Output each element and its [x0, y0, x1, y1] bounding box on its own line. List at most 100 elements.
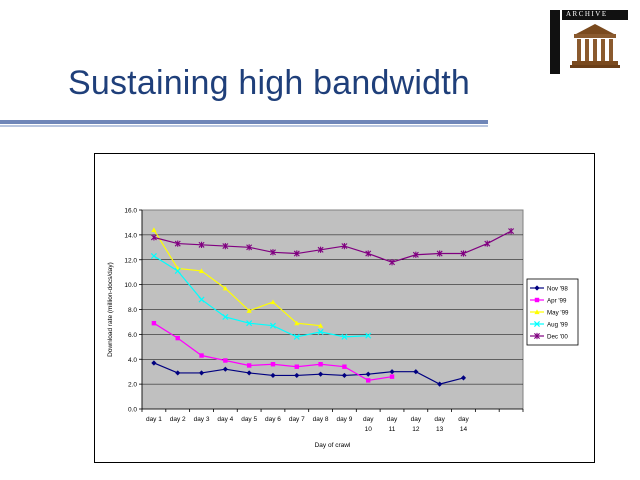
data-point-aug-99 — [246, 320, 253, 327]
internet-archive-logo: ARCHIVE INTERNET — [544, 10, 628, 74]
data-point-dec-00 — [150, 234, 157, 241]
data-point-aug-99 — [293, 333, 300, 340]
legend-marker-nov-98 — [534, 285, 540, 291]
data-point-apr-99 — [270, 362, 276, 367]
x-tick-label: day — [363, 416, 374, 423]
data-point-nov-98 — [365, 371, 371, 377]
data-point-dec-00 — [174, 240, 181, 247]
title-underline-shadow — [0, 125, 488, 127]
legend-label-dec-00: Dec '00 — [547, 333, 568, 340]
data-point-dec-00 — [436, 250, 443, 257]
x-tick-label: 11 — [389, 426, 396, 433]
x-tick-label: day — [387, 416, 398, 423]
x-tick-label: day 1 — [146, 416, 162, 423]
data-point-apr-99 — [246, 363, 252, 368]
data-point-apr-99 — [342, 364, 347, 369]
y-tick-label: 8.0 — [128, 307, 137, 314]
data-point-nov-98 — [389, 369, 395, 375]
x-tick-label: day 5 — [241, 416, 257, 423]
x-tick-label: 12 — [412, 426, 420, 433]
y-tick-label: 4.0 — [128, 357, 137, 364]
y-tick-label: 12.0 — [124, 257, 137, 264]
data-point-aug-99 — [365, 332, 372, 339]
data-point-nov-98 — [222, 366, 228, 372]
x-tick-label: day — [434, 416, 445, 423]
data-point-may-99 — [317, 323, 324, 328]
data-point-apr-99 — [294, 364, 299, 369]
series-line-dec-00 — [153, 230, 512, 263]
data-point-nov-98 — [460, 375, 467, 381]
data-point-aug-99 — [150, 252, 157, 260]
series-line-nov-98 — [153, 362, 464, 385]
data-point-dec-00 — [198, 241, 205, 248]
legend-marker-apr-99 — [534, 297, 540, 303]
y-tick-label: 6.0 — [128, 332, 137, 339]
y-tick-label: 14.0 — [124, 232, 137, 239]
y-axis-title: Download rate (million-docs/day) — [107, 262, 114, 357]
data-point-apr-99 — [389, 374, 395, 379]
data-point-aug-99 — [222, 313, 229, 320]
data-point-dec-00 — [508, 228, 515, 235]
data-point-dec-00 — [460, 250, 467, 257]
x-tick-label: day 6 — [265, 416, 281, 423]
x-axis-title: Day of crawl — [315, 442, 351, 449]
data-point-nov-98 — [413, 369, 419, 375]
data-point-aug-99 — [341, 333, 348, 340]
data-point-aug-99 — [317, 328, 324, 335]
data-point-dec-00 — [269, 249, 276, 256]
data-point-dec-00 — [484, 240, 491, 247]
x-tick-label: day 7 — [289, 416, 305, 423]
y-tick-label: 16.0 — [124, 208, 137, 215]
data-point-apr-99 — [223, 358, 228, 363]
series-line-aug-99 — [153, 255, 369, 338]
data-point-dec-00 — [365, 250, 372, 257]
slide-title: Sustaining high bandwidth — [68, 64, 470, 102]
logo-text-internet: INTERNET — [544, 20, 553, 68]
y-tick-label: 0.0 — [128, 407, 137, 414]
data-point-may-99 — [151, 227, 157, 232]
data-point-dec-00 — [412, 251, 419, 258]
download-rate-chart: 0.0 2.0 4.0 6.0 8.0 10.0 12.0 14.0 16.0 day 1 day … — [107, 208, 579, 449]
x-tick-label: 13 — [436, 426, 444, 433]
legend-label-aug-99: Aug '99 — [547, 321, 568, 328]
data-point-apr-99 — [175, 335, 180, 341]
data-point-nov-98 — [175, 370, 181, 376]
legend-label-apr-99: Apr '99 — [547, 297, 567, 304]
legend-marker-aug-99 — [533, 320, 541, 328]
x-tick-label: day — [411, 416, 422, 423]
data-point-may-99 — [246, 308, 252, 313]
data-point-nov-98 — [198, 370, 205, 376]
data-point-apr-99 — [151, 320, 157, 326]
y-tick-label: 10.0 — [124, 282, 137, 289]
x-tick-label: 14 — [460, 426, 468, 433]
data-point-apr-99 — [199, 353, 204, 358]
data-point-dec-00 — [317, 246, 324, 253]
data-point-nov-98 — [270, 372, 276, 379]
chart-frame: 0.0 2.0 4.0 6.0 8.0 10.0 12.0 14.0 16.0 day 1 day … — [94, 153, 595, 463]
data-point-nov-98 — [317, 371, 324, 377]
data-point-may-99 — [270, 299, 276, 305]
data-point-nov-98 — [151, 360, 157, 366]
data-point-nov-98 — [294, 372, 300, 379]
legend-label-nov-98: Nov '98 — [547, 285, 568, 292]
x-tick-label: day 3 — [194, 416, 210, 423]
series-line-may-99 — [153, 229, 321, 327]
data-point-aug-99 — [198, 296, 205, 303]
legend-marker-may-99 — [534, 309, 540, 315]
data-point-may-99 — [294, 320, 300, 326]
data-point-dec-00 — [389, 259, 396, 266]
data-point-dec-00 — [341, 242, 348, 250]
data-point-apr-99 — [366, 378, 371, 383]
data-point-may-99 — [222, 285, 228, 291]
data-point-dec-00 — [222, 242, 229, 250]
y-tick-label: 2.0 — [128, 382, 137, 389]
data-point-aug-99 — [269, 322, 276, 329]
x-tick-label: 10 — [365, 426, 373, 433]
data-point-apr-99 — [318, 362, 323, 367]
data-point-nov-98 — [437, 381, 443, 387]
logo-text-archive: ARCHIVE — [566, 10, 608, 18]
data-point-nov-98 — [341, 372, 348, 379]
data-point-dec-00 — [246, 244, 253, 251]
x-tick-label: day 9 — [336, 416, 352, 423]
data-point-aug-99 — [174, 267, 181, 274]
